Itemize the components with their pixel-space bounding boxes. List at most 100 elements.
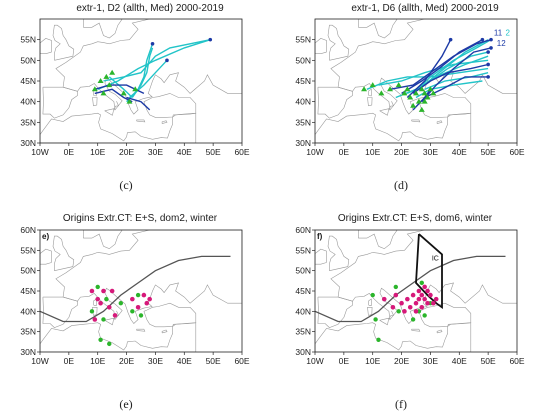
coastline-4 bbox=[40, 112, 197, 143]
origin-dot-magenta bbox=[422, 296, 427, 302]
x-tick-label: 10E bbox=[365, 356, 380, 366]
cyclone-track bbox=[378, 59, 489, 86]
track-origin-marker bbox=[103, 73, 110, 79]
cyclone-track bbox=[108, 76, 133, 99]
origin-dot-magenta bbox=[425, 288, 430, 294]
track-origin-marker bbox=[369, 82, 376, 88]
coastline-7 bbox=[358, 19, 398, 39]
y-tick-label: 45N bbox=[20, 286, 36, 296]
x-tick-label: 10E bbox=[90, 147, 105, 157]
cyclone-track bbox=[401, 39, 483, 94]
coastline-4 bbox=[315, 322, 472, 352]
x-tick-label: 40E bbox=[177, 356, 192, 366]
origin-dot-green bbox=[376, 337, 381, 342]
y-tick-label: 40N bbox=[295, 306, 311, 316]
coastline-0 bbox=[317, 296, 353, 328]
y-tick-label: 30N bbox=[295, 347, 311, 357]
map-frame bbox=[314, 229, 518, 353]
map-land-layer bbox=[315, 230, 517, 352]
panel-title: Origins Extr.CT: E+S, dom6, winter bbox=[337, 213, 493, 224]
track-origin-marker bbox=[91, 86, 98, 92]
coastline-12 bbox=[436, 329, 443, 334]
track-origin-marker bbox=[109, 69, 116, 75]
coastline-4 bbox=[40, 322, 197, 352]
coastline-6 bbox=[315, 38, 327, 54]
track-origin-marker bbox=[415, 98, 422, 104]
y-tick-label: 35N bbox=[295, 327, 311, 337]
track-end-marker bbox=[486, 75, 490, 79]
cyclone-track bbox=[412, 88, 431, 111]
x-tick-label: 20E bbox=[394, 356, 409, 366]
x-tick-label: 20E bbox=[119, 356, 134, 366]
region-label: IC bbox=[432, 256, 439, 263]
x-tick-label: 10E bbox=[365, 147, 380, 157]
track-origin-marker bbox=[395, 82, 402, 88]
track-origin-marker bbox=[387, 86, 394, 92]
origin-dot-green bbox=[393, 284, 398, 290]
map-frame bbox=[314, 18, 518, 144]
coastline-10 bbox=[379, 108, 390, 116]
track-count-label: 2 bbox=[505, 29, 510, 38]
track-origin-marker bbox=[378, 90, 385, 96]
panel-letter: e) bbox=[42, 232, 49, 241]
origin-dot-green bbox=[370, 292, 375, 298]
panel-title: Origins Extr.CT: E+S, dom2, winter bbox=[62, 213, 218, 224]
coastline-5 bbox=[327, 24, 350, 61]
origin-dot-magenta bbox=[98, 300, 103, 306]
cyclone-track bbox=[424, 72, 489, 90]
map-land-layer bbox=[40, 19, 242, 143]
origin-dot-green bbox=[107, 341, 112, 347]
origin-dot-green bbox=[89, 309, 95, 314]
track-origin-marker bbox=[424, 94, 431, 100]
coastline-7 bbox=[83, 19, 123, 39]
x-tick-label: 30E bbox=[423, 147, 438, 157]
coastline-11 bbox=[411, 328, 421, 332]
cyclone-track bbox=[366, 67, 489, 90]
cyclone-track bbox=[126, 96, 151, 111]
origin-dot-magenta bbox=[109, 288, 115, 294]
origin-dot-magenta bbox=[130, 296, 135, 302]
coastline-2 bbox=[388, 310, 394, 320]
coastline-10 bbox=[104, 317, 115, 326]
origin-dot-magenta bbox=[413, 300, 419, 306]
x-tick-label: 0E bbox=[64, 356, 75, 366]
panel-letter: f) bbox=[317, 232, 323, 241]
origin-dot-magenta bbox=[112, 313, 118, 318]
x-tick-label: 10W bbox=[306, 356, 323, 366]
x-tick-label: 30E bbox=[148, 356, 163, 366]
cyclone-track bbox=[412, 39, 492, 94]
cyclone-track bbox=[412, 63, 489, 94]
origin-dot-magenta bbox=[399, 300, 404, 306]
origin-dot-magenta bbox=[390, 304, 396, 310]
coastline-12 bbox=[161, 120, 168, 124]
coastline-12 bbox=[436, 120, 443, 124]
coastline-6 bbox=[40, 248, 52, 265]
y-tick-label: 50N bbox=[20, 55, 36, 65]
x-tick-label: 10W bbox=[31, 147, 48, 157]
coastline-9 bbox=[368, 298, 372, 306]
coastline-0 bbox=[317, 86, 353, 119]
track-origin-marker bbox=[401, 90, 408, 96]
panel-title: extr-1, D2 (allth, Med) 2000-2019 bbox=[76, 3, 224, 14]
track-origin-marker bbox=[418, 86, 425, 92]
track-origin-marker bbox=[421, 98, 428, 104]
track-origin-marker bbox=[421, 90, 428, 96]
origin-dot-magenta bbox=[419, 292, 425, 298]
caption-d: (d) bbox=[394, 178, 408, 192]
coastline-1 bbox=[55, 19, 242, 115]
track-origin-marker bbox=[361, 86, 368, 92]
track-end-marker bbox=[489, 37, 493, 42]
y-tick-label: 35N bbox=[20, 327, 36, 337]
x-tick-label: 0E bbox=[64, 147, 75, 157]
origin-dot-magenta bbox=[416, 296, 422, 302]
panel-e: Origins Extr.CT: E+S, dom2, winter 10W 0E… bbox=[0, 210, 275, 419]
track-end-marker bbox=[165, 58, 169, 63]
coastline-8 bbox=[367, 97, 373, 107]
coastline-8 bbox=[92, 97, 98, 107]
origin-dot-magenta bbox=[393, 292, 399, 298]
origin-dot-magenta bbox=[144, 300, 150, 306]
coastline-2 bbox=[388, 101, 394, 111]
track-end-marker bbox=[208, 37, 213, 42]
origin-dot-magenta bbox=[405, 296, 410, 302]
track-end-marker bbox=[448, 37, 453, 42]
